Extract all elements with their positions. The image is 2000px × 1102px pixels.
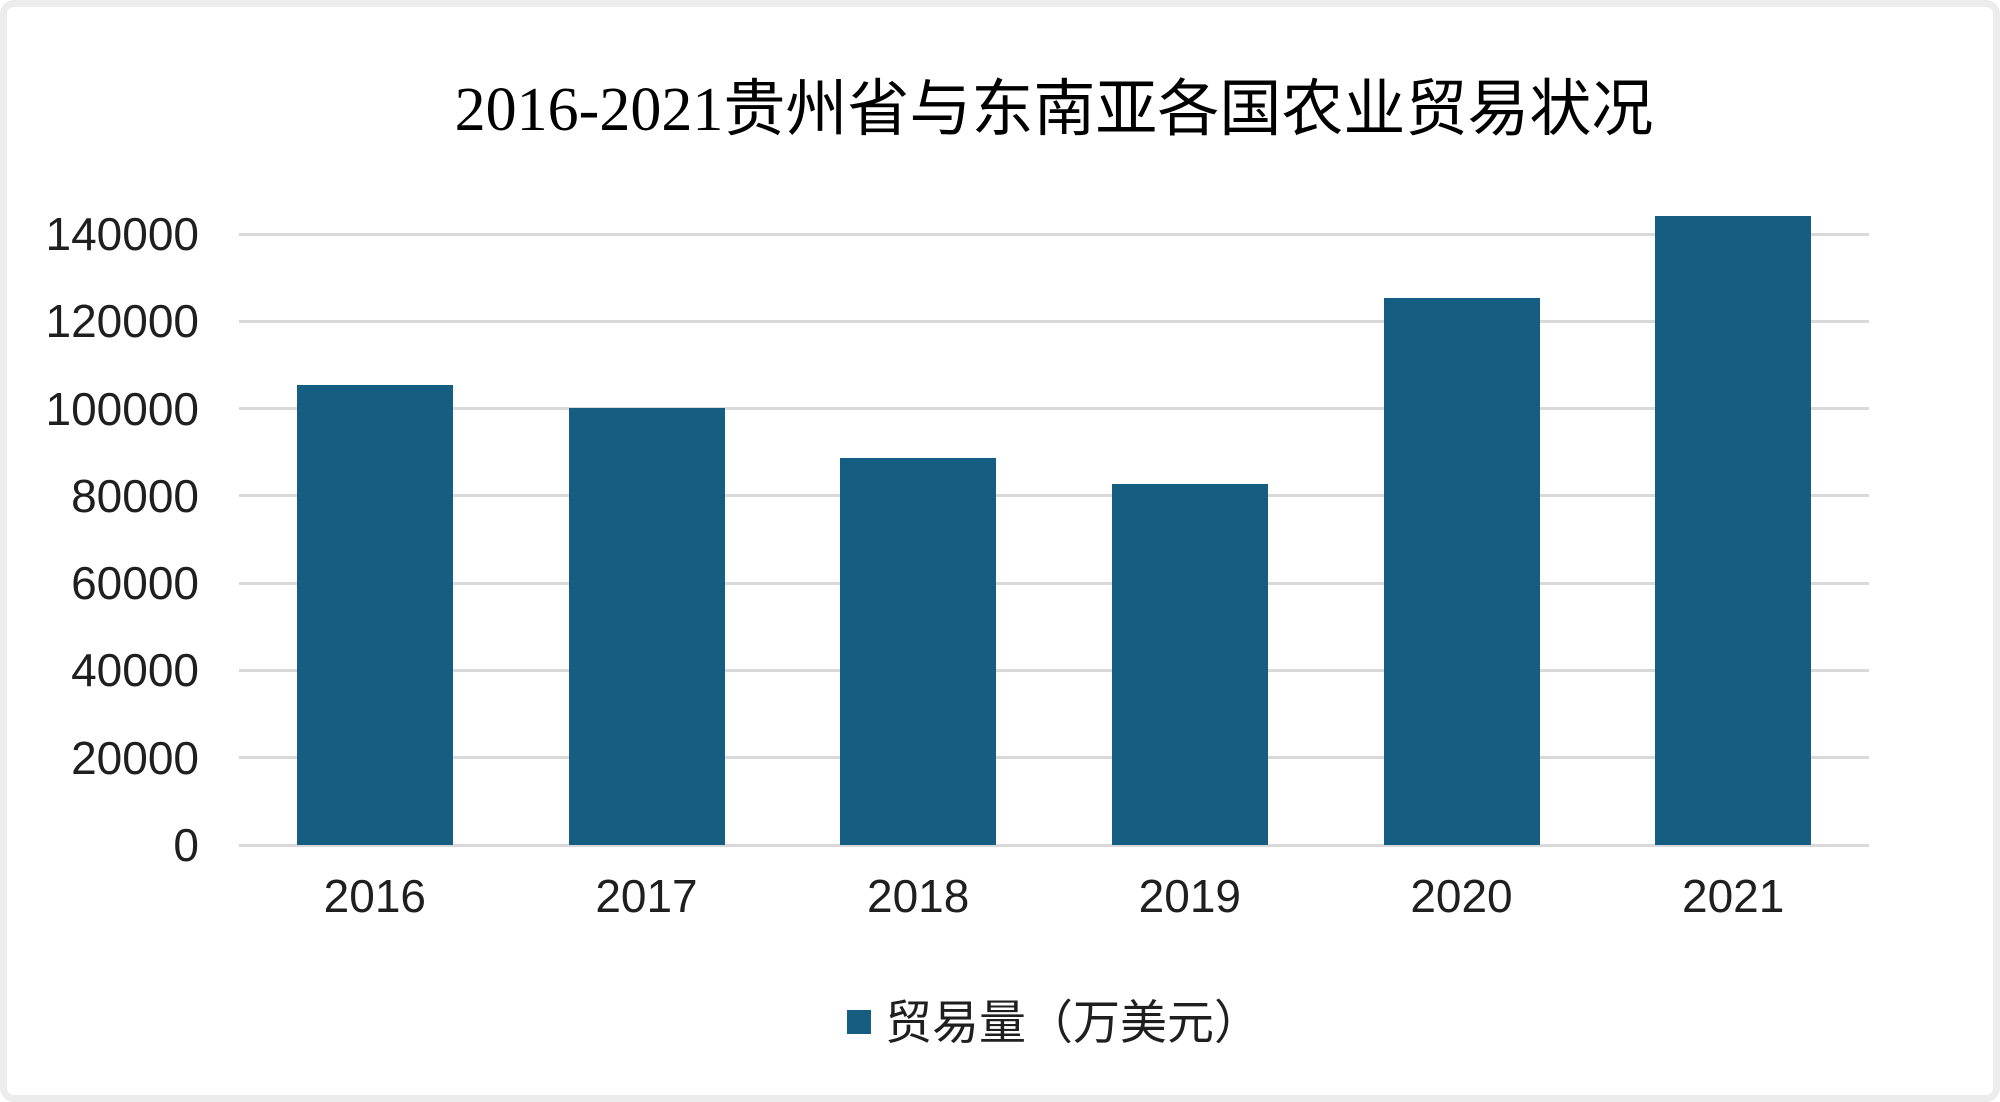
bar-2020 xyxy=(1383,297,1540,845)
x-tick-label-2021: 2021 xyxy=(1681,870,1785,922)
x-tick-label-2016: 2016 xyxy=(323,870,426,922)
x-axis-line xyxy=(239,843,1869,847)
bar-2016 xyxy=(296,384,453,845)
gridline-120000 xyxy=(239,319,1869,323)
x-tick-label-2020: 2020 xyxy=(1410,870,1513,922)
gridline-20000 xyxy=(239,756,1869,760)
bar-2017 xyxy=(568,407,725,845)
bar-2018 xyxy=(840,457,997,845)
legend: 贸易量（万美元） xyxy=(239,992,1869,1052)
legend-marker-icon xyxy=(847,1010,871,1034)
bar-2019 xyxy=(1111,484,1268,845)
chart-title: 2016-2021贵州省与东南亚各国农业贸易状况 xyxy=(454,76,1654,144)
gridline-80000 xyxy=(239,494,1869,498)
plot-area: 0 20000 40000 60000 80000 100000 120000 140000 … xyxy=(46,197,1869,919)
x-tick-label-2019: 2019 xyxy=(1138,870,1241,922)
y-tick-label-120000: 120000 xyxy=(45,295,200,348)
y-tick-label-60000: 60000 xyxy=(71,557,199,610)
y-tick-label-140000: 140000 xyxy=(45,208,200,260)
y-tick-label-80000: 80000 xyxy=(71,469,199,522)
y-tick-label-0: 0 xyxy=(173,819,199,871)
gridline-60000 xyxy=(239,581,1869,585)
y-tick-label-20000: 20000 xyxy=(71,731,199,784)
x-tick-label-2017: 2017 xyxy=(595,870,698,922)
bar-2021 xyxy=(1655,215,1812,845)
gridline-40000 xyxy=(239,668,1869,672)
gridline-140000 xyxy=(239,232,1869,236)
y-tick-label-100000: 100000 xyxy=(45,382,200,435)
gridline-100000 xyxy=(239,407,1869,411)
legend-label: 贸易量（万美元） xyxy=(885,995,1261,1049)
x-tick-label-2018: 2018 xyxy=(866,870,970,922)
y-tick-label-40000: 40000 xyxy=(71,644,199,697)
